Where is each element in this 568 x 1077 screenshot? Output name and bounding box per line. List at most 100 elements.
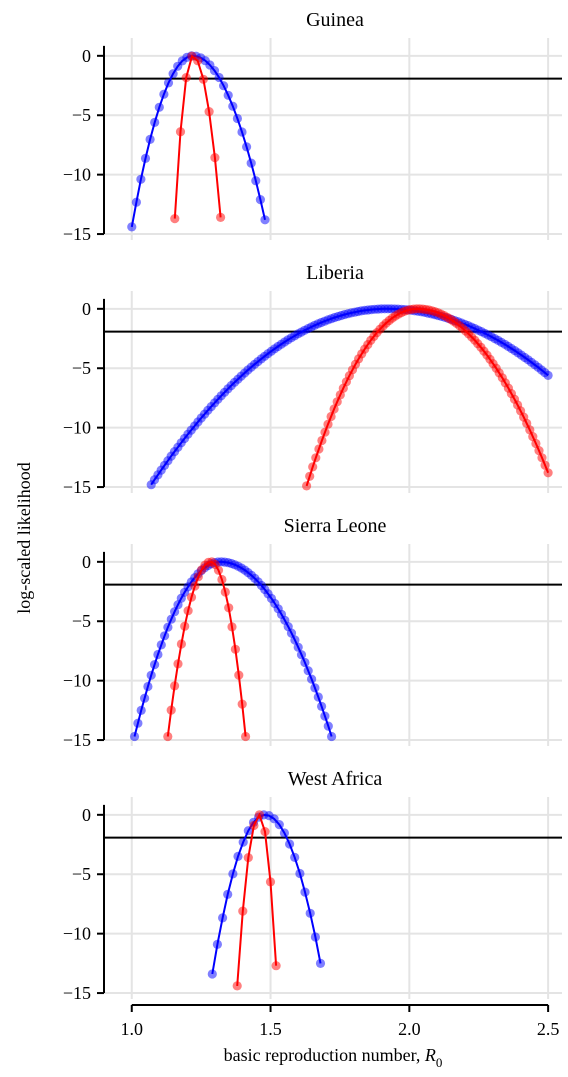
panel-title: Liberia: [306, 262, 364, 284]
data-point: [163, 731, 173, 742]
y-tick-label: −15: [63, 730, 91, 750]
data-point: [251, 176, 261, 186]
x-axis-label-text: basic reproduction number,: [224, 1045, 425, 1065]
data-point: [204, 107, 214, 117]
data-point: [156, 640, 166, 650]
data-point: [534, 446, 544, 456]
y-axis-label: log-scaled likelihood: [14, 462, 34, 613]
data-point: [293, 642, 303, 652]
series-line: [236, 812, 278, 986]
data-point: [271, 961, 281, 971]
data-point: [228, 101, 238, 111]
panel-1: Liberia 0 −5 −10 −15: [63, 262, 562, 497]
data-point: [265, 877, 276, 887]
data-point: [127, 222, 137, 232]
data-point: [528, 432, 538, 442]
series-1: [163, 557, 251, 742]
data-point: [329, 404, 339, 414]
y-tick-label: −15: [63, 983, 91, 1003]
data-point: [307, 674, 317, 684]
x-tick-label: 2.5: [537, 1019, 560, 1039]
series-1: [170, 51, 226, 224]
data-point: [210, 153, 220, 163]
data-point: [163, 622, 173, 632]
x-tick-label: 1.0: [121, 1019, 144, 1039]
panel-2: Sierra Leone 0 −5 −10 −15: [63, 515, 562, 750]
data-point: [150, 117, 160, 127]
data-point: [308, 462, 318, 472]
x-axis-label: basic reproduction number, R0: [224, 1045, 443, 1070]
y-tick-label: −5: [72, 864, 91, 884]
y-tick-label: −5: [72, 611, 91, 631]
series-line: [173, 54, 222, 219]
data-point: [327, 731, 337, 742]
data-point: [310, 932, 320, 942]
data-point: [332, 397, 342, 407]
data-point: [213, 565, 224, 575]
y-tick-label: 0: [82, 805, 91, 825]
data-point: [223, 90, 233, 100]
x-tick-label: 1.5: [259, 1019, 282, 1039]
data-point: [193, 572, 203, 582]
series-1: [232, 810, 281, 991]
data-point: [207, 969, 217, 979]
x-axis-label-symbol: R: [424, 1045, 436, 1065]
data-point: [186, 592, 197, 602]
data-point: [133, 718, 143, 728]
data-point: [218, 913, 228, 923]
data-point: [296, 650, 307, 660]
data-point: [217, 574, 227, 585]
data-point: [234, 670, 244, 680]
data-point: [311, 453, 321, 463]
data-point: [150, 660, 160, 670]
data-point: [154, 102, 164, 112]
data-point: [136, 174, 146, 184]
data-point: [214, 72, 224, 83]
y-tick-label: −10: [63, 418, 91, 438]
data-point: [243, 853, 253, 863]
data-point: [131, 197, 141, 207]
series-0: [127, 51, 270, 232]
panel-title: Guinea: [306, 9, 364, 31]
data-point: [166, 614, 176, 624]
panel-3: West Africa 0 −5 −10 −15 1.0 1.5 2.0 2.5: [63, 768, 562, 1039]
data-point: [232, 113, 242, 124]
data-point: [303, 666, 313, 676]
data-point: [237, 127, 247, 137]
data-point: [232, 981, 242, 991]
data-point: [317, 435, 327, 446]
data-point: [143, 681, 153, 692]
data-point: [216, 212, 226, 222]
data-point: [140, 693, 150, 703]
data-point: [260, 827, 270, 837]
data-point: [540, 460, 550, 470]
y-tick-label: 0: [82, 552, 91, 572]
data-point: [183, 606, 193, 616]
panel-title: Sierra Leone: [284, 515, 387, 537]
data-point: [209, 66, 220, 76]
data-point: [190, 581, 200, 591]
data-point: [260, 215, 270, 225]
data-point: [254, 810, 264, 820]
data-point: [255, 195, 265, 205]
data-point: [543, 468, 553, 478]
data-point: [313, 692, 323, 702]
data-point: [286, 628, 297, 638]
data-point: [173, 659, 183, 669]
data-point: [320, 711, 330, 721]
data-point: [219, 81, 229, 91]
panel-title: West Africa: [288, 768, 383, 790]
data-point: [140, 153, 151, 163]
data-point: [170, 607, 180, 617]
series-0: [129, 557, 337, 742]
data-point: [242, 142, 252, 152]
data-point: [233, 851, 243, 862]
y-tick-label: −15: [63, 224, 91, 244]
data-point: [159, 89, 169, 99]
data-point: [300, 887, 310, 897]
panel-0: Guinea 0 −5 −10 −15: [63, 9, 562, 244]
data-point: [314, 444, 324, 454]
data-point: [246, 158, 256, 168]
data-point: [300, 657, 310, 668]
x-axis-label-subscript: 0: [436, 1055, 443, 1070]
